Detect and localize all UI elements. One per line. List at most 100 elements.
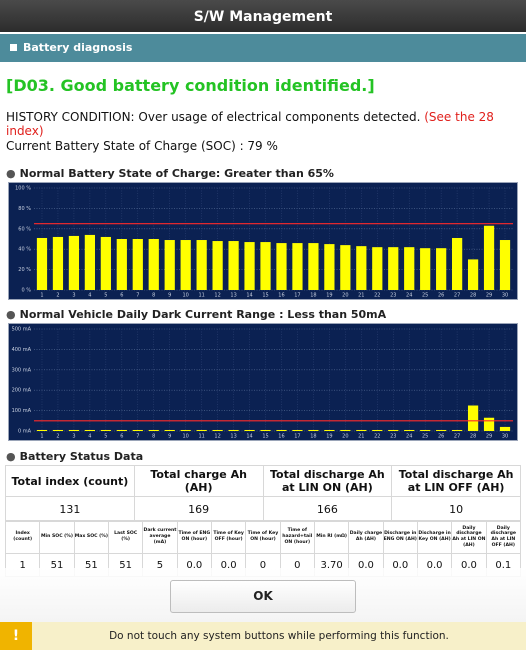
x-tick-label: 2 [56,434,59,440]
x-tick-label: 8 [152,434,155,440]
x-tick-label: 10 [182,293,188,299]
x-tick-label: 29 [486,434,492,440]
y-tick-label: 0 mA [18,429,32,435]
bar [308,243,319,290]
table-header: Last SOC (%) [107,520,144,554]
x-tick-label: 30 [502,434,508,440]
x-tick-label: 12 [214,293,220,299]
x-tick-label: 16 [278,293,284,299]
bar [467,405,479,431]
x-tick-label: 11 [198,293,204,299]
x-tick-label: 29 [486,293,492,299]
table-heading: ● Battery Status Data [6,450,144,463]
bar [116,429,127,431]
bar [132,239,143,290]
bar [436,429,447,431]
bar [356,429,367,431]
bar [276,243,287,290]
history-note: (See the 28 index) [6,110,494,138]
bar [260,429,271,431]
x-tick-label: 22 [374,434,380,440]
y-tick-label: 100 mA [12,408,32,414]
bar [196,429,207,431]
soc-chart: 0 %20 %40 %60 %80 %100 %1 2 3 4 5 6 7 8 9 10 11 12 1… [8,182,518,300]
bar [499,426,511,431]
table-header: Dark current average (mA) [142,520,178,554]
bar [68,429,80,431]
bar [467,259,479,290]
x-tick-label: 25 [422,293,428,299]
chart-heading: ● Normal Vehicle Daily Dark Current Range… [6,308,387,321]
bar [100,236,111,290]
bar [452,237,463,290]
bar [340,245,351,290]
x-tick-label: 30 [502,293,508,299]
y-tick-label: 200 mA [12,388,32,394]
table-header: Time of Key OFF (hour) [210,520,247,554]
section-bar: Battery diagnosis [0,34,526,62]
table-cell: 169 [133,496,264,522]
y-tick-label: 80 % [18,206,31,212]
warning-message: Do not touch any system buttons while pe… [109,630,449,642]
bar [68,235,80,290]
x-tick-label: 17 [294,434,300,440]
bar [212,429,223,431]
x-tick-label: 13 [230,293,236,299]
bar [292,429,303,431]
bar [404,429,415,431]
warning-icon: ! [0,622,32,650]
bar [244,242,255,290]
y-tick-label: 0 % [21,288,31,294]
table-header: Discharge in ENG ON (AH) [382,520,418,554]
table-header: Min RI (mΩ) [313,520,350,554]
table-header: Time of hazard+tail ON (hour) [279,520,315,554]
x-tick-label: 10 [182,434,188,440]
table-header: Time of ENG ON (hour) [176,520,212,554]
bar [483,417,495,431]
x-tick-label: 9 [168,293,171,299]
table-header: Daily charge Ah (AH) [348,520,384,554]
bar [260,242,271,290]
bar [196,240,207,290]
bar [36,237,48,290]
table-header: Index (count) [4,520,41,554]
bar [452,429,463,431]
section-icon [10,44,17,51]
x-tick-label: 21 [358,434,364,440]
bar [228,429,239,431]
bar [52,236,64,290]
history-text: HISTORY CONDITION: Over usage of electri… [6,110,421,124]
bar [292,243,303,290]
x-tick-label: 17 [294,293,300,299]
x-tick-label: 5 [104,434,107,440]
chart-title: Normal Vehicle Daily Dark Current Range … [19,308,387,321]
bar [84,429,95,431]
ok-button[interactable]: OK [170,580,356,613]
bar [420,248,431,290]
chart-title: Normal Battery State of Charge: Greater … [19,167,334,180]
x-tick-label: 1 [40,434,43,440]
x-tick-label: 13 [230,434,236,440]
x-tick-label: 20 [342,293,348,299]
bar [212,241,223,290]
bar [180,240,191,290]
x-tick-label: 26 [438,434,444,440]
chart-heading: ● Normal Battery State of Charge: Greater… [6,167,334,180]
bar [132,429,143,431]
y-tick-label: 400 mA [12,347,32,353]
x-tick-label: 18 [310,434,316,440]
bar [148,429,159,431]
table-row: Index (count) Min SOC (%) Max SOC (%) Last … [4,520,522,554]
table-row: 131 169 166 10 [5,496,521,522]
y-tick-label: 300 mA [12,367,32,373]
bar [164,240,175,290]
bar [356,246,367,290]
x-tick-label: 4 [88,434,91,440]
bar [483,225,495,290]
bar [276,429,287,431]
x-tick-label: 18 [310,293,316,299]
x-tick-label: 19 [326,293,332,299]
bar [148,239,159,290]
